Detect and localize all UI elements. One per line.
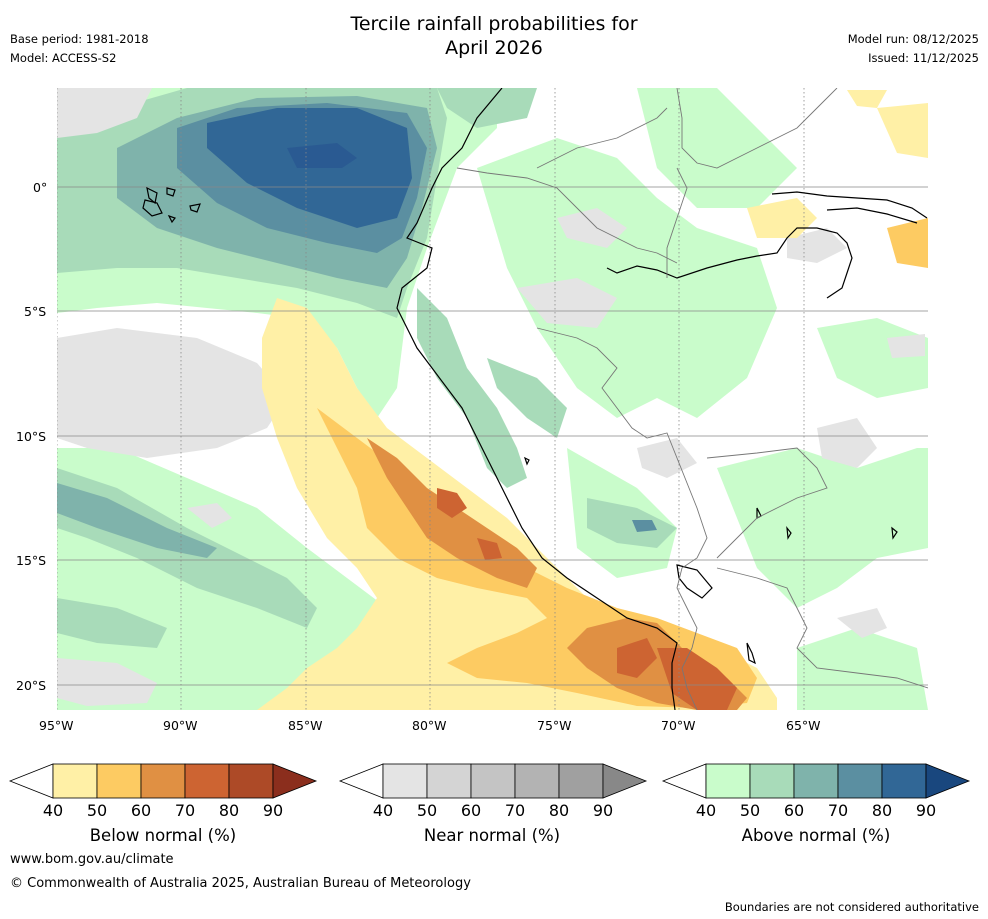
rainfall-probability-map bbox=[57, 88, 928, 710]
colorbar-above: 40 50 60 70 80 90 bbox=[661, 763, 971, 820]
lon-label-95w: 95°W bbox=[39, 718, 74, 733]
colorbar-below-tick: 70 bbox=[175, 801, 195, 820]
lat-label-15s: 15°S bbox=[16, 553, 47, 568]
colorbar-near-tick: 80 bbox=[549, 801, 569, 820]
lon-label-80w: 80°W bbox=[412, 718, 447, 733]
coastline bbox=[142, 88, 928, 710]
below-normal-shading bbox=[257, 90, 928, 710]
lat-label-20s: 20°S bbox=[16, 678, 47, 693]
colorbar-above-swatch bbox=[881, 763, 927, 799]
colorbar-near-tick: 90 bbox=[593, 801, 613, 820]
bom-website-link[interactable]: www.bom.gov.au/climate bbox=[10, 852, 174, 867]
base-period-label: Base period: 1981-2018 bbox=[10, 32, 149, 46]
above-normal-core bbox=[57, 88, 677, 648]
country-borders bbox=[456, 88, 928, 710]
lon-label-70w: 70°W bbox=[661, 718, 696, 733]
lat-label-0: 0° bbox=[33, 180, 48, 195]
colorbar-above-swatch bbox=[705, 763, 751, 799]
colorbar-above-tick: 90 bbox=[916, 801, 936, 820]
map-title: Tercile rainfall probabilities for April… bbox=[0, 12, 988, 60]
colorbar-near-tick: 40 bbox=[373, 801, 393, 820]
colorbar-above-swatch bbox=[925, 763, 971, 799]
colorbar-below-tick: 80 bbox=[219, 801, 239, 820]
meta-right: Model run: 08/12/2025 Issued: 11/12/2025 bbox=[848, 30, 979, 68]
model-label: Model: ACCESS-S2 bbox=[10, 51, 117, 65]
colorbar-above-min-triangle bbox=[661, 763, 707, 799]
colorbar-below-swatch bbox=[140, 763, 186, 799]
colorbar-near-tick: 70 bbox=[505, 801, 525, 820]
near-normal-shading bbox=[57, 88, 925, 706]
colorbar-near-tick: 50 bbox=[417, 801, 437, 820]
colorbar-below-tick: 90 bbox=[263, 801, 283, 820]
issued-label: Issued: 11/12/2025 bbox=[868, 51, 979, 65]
colorbar-below-tick: 60 bbox=[131, 801, 151, 820]
meta-left: Base period: 1981-2018 Model: ACCESS-S2 bbox=[10, 30, 149, 68]
colorbar-title-below: Below normal (%) bbox=[89, 826, 237, 845]
colorbar-near-swatch bbox=[470, 763, 516, 799]
colorbar-above-swatch bbox=[749, 763, 795, 799]
colorbar-near: 40 50 60 70 80 90 bbox=[338, 763, 648, 820]
colorbar-near-min-triangle bbox=[338, 763, 384, 799]
model-run-label: Model run: 08/12/2025 bbox=[847, 32, 979, 46]
colorbar-above-tick: 70 bbox=[828, 801, 848, 820]
lon-label-65w: 65°W bbox=[786, 718, 821, 733]
colorbar-below-tick: 50 bbox=[87, 801, 107, 820]
colorbar-title-near: Near normal (%) bbox=[423, 826, 561, 845]
colorbar-near-swatch bbox=[382, 763, 428, 799]
map-title-line2: April 2026 bbox=[445, 37, 543, 59]
map-title-line1: Tercile rainfall probabilities for bbox=[350, 13, 638, 35]
colorbar-above-swatch bbox=[793, 763, 839, 799]
colorbar-above-tick: 40 bbox=[696, 801, 716, 820]
boundaries-disclaimer: Boundaries are not considered authoritat… bbox=[724, 900, 979, 914]
colorbar-below-swatch bbox=[228, 763, 274, 799]
colorbar-below-swatch bbox=[96, 763, 142, 799]
colorbar-above-tick: 60 bbox=[784, 801, 804, 820]
colorbar-title-above: Above normal (%) bbox=[741, 826, 891, 845]
colorbar-below: 40 50 60 70 80 90 bbox=[8, 763, 318, 820]
colorbar-below-swatch bbox=[52, 763, 98, 799]
lon-label-75w: 75°W bbox=[537, 718, 572, 733]
lat-label-5s: 5°S bbox=[24, 304, 47, 319]
lon-label-85w: 85°W bbox=[288, 718, 323, 733]
copyright-notice: © Commonwealth of Australia 2025, Austra… bbox=[10, 876, 471, 891]
lon-label-90w: 90°W bbox=[163, 718, 198, 733]
colorbar-below-tick: 40 bbox=[43, 801, 63, 820]
colorbar-legend: 40 50 60 70 80 90 40 50 60 70 80 90 40 50 60 70 80 90 bbox=[8, 763, 971, 820]
colorbar-near-swatch bbox=[514, 763, 560, 799]
colorbar-near-swatch bbox=[426, 763, 472, 799]
colorbar-below-swatch bbox=[184, 763, 230, 799]
colorbar-below-swatch bbox=[272, 763, 318, 799]
lat-label-10s: 10°S bbox=[16, 429, 47, 444]
colorbar-above-tick: 50 bbox=[740, 801, 760, 820]
colorbar-below-min-triangle bbox=[8, 763, 54, 799]
colorbar-above-swatch bbox=[837, 763, 883, 799]
colorbar-near-swatch bbox=[602, 763, 648, 799]
graticule bbox=[57, 88, 928, 710]
colorbar-above-tick: 80 bbox=[872, 801, 892, 820]
colorbar-near-tick: 60 bbox=[461, 801, 481, 820]
colorbar-near-swatch bbox=[558, 763, 604, 799]
